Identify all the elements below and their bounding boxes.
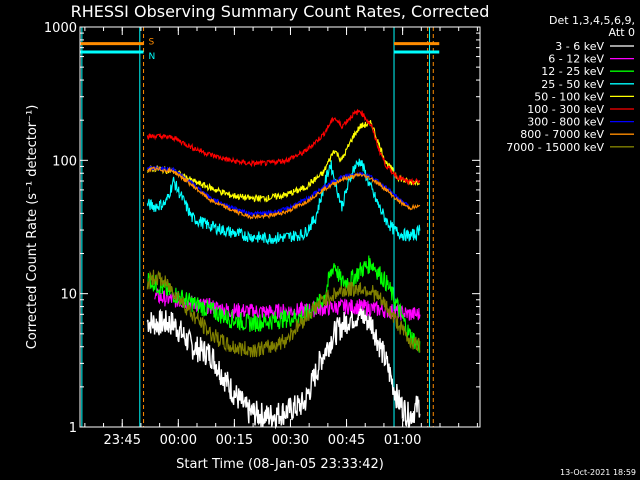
x-tick-label-4: 00:45	[328, 433, 365, 448]
state-bar-label-0: S	[149, 38, 155, 48]
legend-label-8: 7000 - 15000 keV	[506, 141, 604, 154]
y-tick-label-1: 10	[60, 288, 77, 303]
legend-label-4: 50 - 100 keV	[534, 90, 604, 103]
x-tick-label-5: 01:00	[384, 433, 421, 448]
y-axis-label: Corrected Count Rate (s⁻¹ detector⁻¹)	[25, 105, 40, 350]
x-tick-label-1: 00:00	[160, 433, 197, 448]
series-layer	[146, 108, 421, 430]
legend-label-7: 800 - 7000 keV	[520, 128, 604, 141]
series-line-0	[146, 303, 421, 430]
x-tick-label-2: 00:15	[216, 433, 253, 448]
y-tick-label-2: 100	[52, 154, 77, 169]
legend-label-5: 100 - 300 keV	[527, 103, 604, 116]
legend-header-1: Att 0	[609, 26, 635, 39]
legend-header-0: Det 1,3,4,5,6,9,	[549, 14, 635, 27]
y-tick-label-3: 1000	[44, 21, 77, 36]
plot-axes: 1 10 100 1000 23:45 00:00 00:15 00:30 00:45 01:00	[44, 21, 481, 448]
series-line-8	[146, 269, 421, 358]
state-bar-label-1: N	[149, 52, 156, 62]
x-axis-label: Start Time (08-Jan-05 23:33:42)	[176, 457, 384, 472]
y-tick-label-0: 1	[69, 421, 77, 436]
series-line-5	[146, 108, 421, 186]
series-line-3	[146, 158, 421, 246]
series-line-2	[146, 255, 421, 353]
legend-label-0: 3 - 6 keV	[555, 40, 604, 53]
legend-label-6: 300 - 800 keV	[527, 116, 604, 129]
x-tick-label-0: 23:45	[104, 433, 141, 448]
chart-title: RHESSI Observing Summary Count Rates, Co…	[71, 2, 490, 21]
legend-label-3: 25 - 50 keV	[541, 78, 604, 91]
x-tick-label-3: 00:30	[272, 433, 309, 448]
footer-timestamp: 13-Oct-2021 18:59	[560, 468, 636, 477]
legend-label-2: 12 - 25 keV	[541, 65, 604, 78]
state-bars: SN	[80, 38, 440, 62]
series-line-7	[146, 166, 421, 220]
plot-frame	[79, 26, 481, 428]
legend-label-1: 6 - 12 keV	[548, 53, 604, 66]
